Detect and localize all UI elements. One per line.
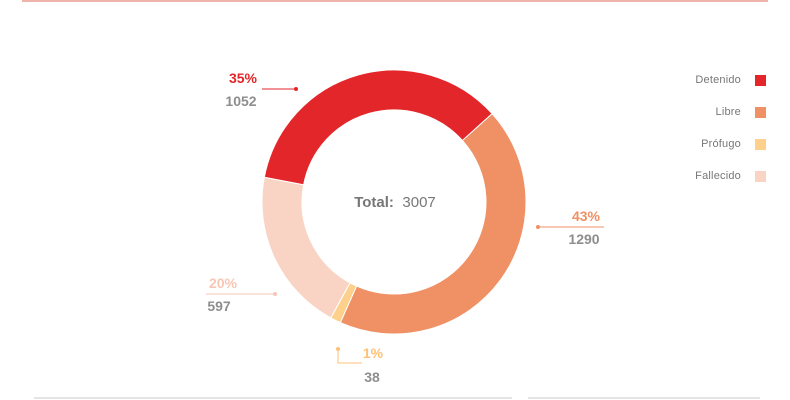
total-label: Total: [354, 194, 394, 211]
legend-item-profugo[interactable]: Prófugo [626, 128, 766, 160]
legend-swatch [755, 138, 766, 150]
legend-swatch [755, 170, 766, 182]
leader-dot-fallecido [273, 292, 277, 296]
legend-item-detenido[interactable]: Detenido [626, 64, 766, 96]
legend: Detenido Libre Prófugo Fallecido [626, 64, 766, 192]
legend-item-libre[interactable]: Libre [626, 96, 766, 128]
leader-dot-profugo [336, 347, 340, 351]
legend-item-fallecido[interactable]: Fallecido [626, 160, 766, 192]
slice-detenido[interactable] [263, 69, 493, 186]
leader-dot-libre [536, 225, 540, 229]
total-readout: Total: 3007 [354, 194, 436, 211]
legend-label: Prófugo [701, 138, 741, 150]
count-label-detenido: 1052 [225, 93, 256, 109]
count-label-fallecido: 597 [207, 298, 231, 314]
percent-label-libre: 43% [572, 208, 601, 224]
percent-label-profugo: 1% [363, 345, 384, 361]
legend-label: Detenido [695, 74, 741, 86]
percent-label-fallecido: 20% [209, 275, 238, 291]
leader-line-profugo [337, 349, 362, 364]
count-label-libre: 1290 [568, 231, 599, 247]
legend-swatch [755, 74, 766, 86]
donut-slices [261, 69, 527, 335]
slice-libre[interactable] [339, 112, 527, 335]
legend-swatch [755, 106, 766, 118]
top-divider [22, 0, 768, 2]
total-value: 3007 [402, 194, 435, 211]
legend-label: Libre [715, 106, 741, 118]
legend-label: Fallecido [695, 170, 741, 182]
percent-label-detenido: 35% [229, 70, 258, 86]
bottom-divider-left [34, 397, 512, 399]
slice-fallecido[interactable] [261, 176, 351, 319]
leader-dot-detenido [294, 87, 298, 91]
slice-callouts: 35% 1052 43% 1290 1% 38 20% 597 [206, 70, 604, 385]
count-label-profugo: 38 [364, 369, 380, 385]
bottom-divider-right [528, 397, 760, 399]
